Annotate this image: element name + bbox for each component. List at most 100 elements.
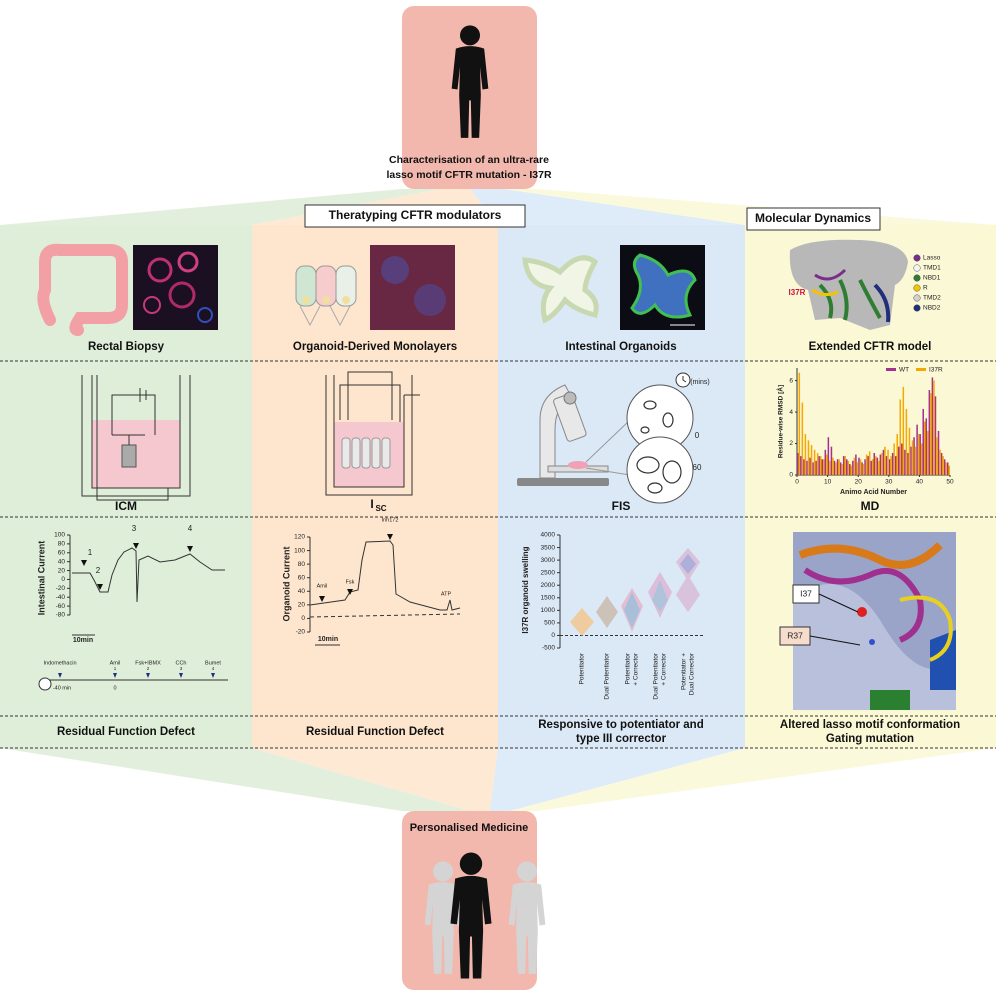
y-tick-label: 0: [301, 615, 305, 622]
scale-label: 10min: [318, 636, 338, 643]
y-tick-label: 6: [789, 377, 793, 384]
ussing-chamber-icm: [81, 375, 191, 501]
organoid-icon: [522, 255, 599, 324]
bar: [907, 452, 909, 475]
sample-label: Intestinal Organoids: [565, 341, 676, 353]
y-tick-label: -20: [296, 629, 306, 636]
dividers: [0, 360, 996, 749]
x-category-label: Dual Potentiator: [653, 652, 660, 699]
y-tick-label: 3000: [541, 557, 556, 564]
bar: [914, 446, 917, 475]
bar: [936, 437, 938, 475]
bar: [862, 463, 865, 475]
y-axis-label: I37R organoid swelling: [521, 546, 530, 633]
bar: [823, 459, 825, 475]
y-tick-label: -20: [56, 585, 66, 592]
time-label: 0: [695, 431, 700, 440]
bar: [861, 462, 863, 475]
unit-label: (mins): [690, 379, 709, 386]
bar: [913, 437, 915, 475]
x-category-label: Potentiator: [625, 652, 632, 684]
bar: [919, 434, 921, 475]
y-tick-label: 80: [298, 561, 306, 568]
bar: [865, 454, 868, 475]
bar: [836, 459, 839, 475]
x-category-label: Potentiator: [579, 652, 586, 684]
bar: [818, 456, 820, 475]
timeline-start: -40 min: [53, 685, 71, 691]
bar: [916, 424, 918, 475]
bar: [927, 430, 929, 475]
mutation-label: I37R: [789, 288, 806, 297]
isc-trace: [309, 540, 461, 646]
bar: [905, 408, 908, 475]
assay-label: MD: [861, 499, 880, 513]
y-tick-label: 100: [294, 547, 305, 554]
bar: [878, 460, 880, 475]
bar: [917, 434, 920, 475]
bar: [945, 462, 947, 475]
y-tick-label: 1500: [541, 594, 556, 601]
header-title: Characterisation of an ultra-rare: [389, 154, 549, 166]
bar: [804, 434, 807, 475]
timeline-event: CCh: [175, 660, 186, 666]
y-tick-label: 20: [58, 567, 66, 574]
legend-swatch: [913, 294, 921, 302]
result-label: Responsive to potentiator and: [538, 719, 704, 731]
y-tick-label: 500: [544, 620, 555, 627]
sample-label: Organoid-Derived Monolayers: [293, 341, 457, 353]
event-marker: 4: [188, 524, 193, 533]
time-label: 60: [693, 463, 702, 472]
y-axis-label: Organoid Current: [281, 546, 291, 621]
event-label: Amil: [317, 583, 328, 589]
legend-label: Lasso: [923, 255, 941, 262]
result-label: Residual Function Defect: [306, 726, 444, 738]
event-marker: 3: [132, 524, 137, 533]
bar: [894, 456, 897, 475]
timeline-number: 2: [147, 666, 150, 671]
bar: [842, 456, 845, 475]
bar: [897, 446, 900, 475]
bar: [922, 408, 924, 475]
header-title: lasso motif CFTR mutation - I37R: [386, 169, 552, 181]
bar: [890, 456, 892, 475]
bar: [940, 452, 943, 475]
bar: [832, 457, 834, 475]
bar: [853, 457, 856, 475]
event-arrow: [97, 584, 103, 590]
bar: [844, 456, 846, 475]
section-title: Theratyping CFTR modulators: [329, 208, 502, 222]
bar: [930, 393, 932, 475]
bar: [864, 459, 866, 475]
timeline-number: 1: [114, 666, 117, 671]
bar: [870, 460, 872, 475]
bar: [855, 454, 857, 475]
section-box: [746, 207, 881, 231]
bar: [931, 377, 934, 475]
legend-swatch: [886, 368, 896, 371]
event-label: ATP: [441, 591, 452, 597]
event-arrow: [81, 560, 87, 566]
assay-label: ICM: [115, 499, 137, 513]
bar: [819, 456, 822, 475]
legend-label: TMD2: [923, 295, 941, 302]
legend-swatch: [913, 264, 921, 272]
y-tick-label: -40: [56, 594, 66, 601]
x-tick-label: 0: [795, 479, 799, 486]
bar: [873, 452, 876, 475]
residue-label: R37: [787, 630, 803, 640]
event-marker: 2: [96, 566, 101, 575]
timeline-event: Indomethacin: [43, 660, 76, 666]
ussing-chamber-isc: [325, 371, 420, 496]
bar: [801, 402, 804, 475]
bar: [887, 449, 889, 475]
bar: [797, 452, 799, 475]
bar: [904, 449, 906, 475]
legend-label: R: [923, 285, 928, 292]
bar: [806, 460, 808, 475]
legend-label: TMD1: [923, 265, 941, 272]
bar: [816, 452, 819, 475]
bar: [839, 462, 842, 475]
timeline-arrow: [58, 673, 62, 678]
bar: [858, 457, 860, 475]
